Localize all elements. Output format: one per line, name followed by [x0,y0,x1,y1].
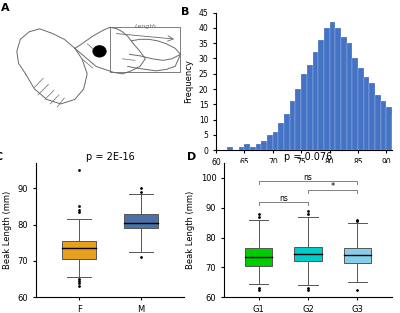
Title: p = 2E-16: p = 2E-16 [86,152,134,162]
Bar [273,132,278,150]
Bar [381,101,386,150]
Y-axis label: Beak Length (mm): Beak Length (mm) [3,191,12,269]
Bar [318,40,324,150]
Circle shape [93,46,106,57]
X-axis label: Beak Length (mm): Beak Length (mm) [265,172,343,182]
Bar [307,64,312,150]
Bar [301,74,307,150]
Bar [284,114,290,150]
Bar [398,120,400,150]
Bar [256,144,262,150]
Bar [239,147,244,150]
Text: D: D [187,152,196,162]
Title: p = 0.076: p = 0.076 [284,152,332,162]
Text: B: B [181,7,189,17]
Text: *: * [330,182,335,191]
Bar [262,141,267,150]
Bar [250,147,256,150]
Text: ns: ns [304,173,312,182]
Bar [346,43,352,150]
Bar [358,68,364,150]
Bar [330,22,335,150]
Bar [369,83,375,150]
Bar [294,247,322,261]
Text: Length: Length [134,24,156,29]
Bar [375,95,381,150]
Bar [312,52,318,150]
Bar [290,101,296,150]
Bar [352,59,358,150]
Bar [62,241,96,259]
Bar [364,77,369,150]
Text: ns: ns [279,194,288,203]
Bar [344,248,371,263]
Bar [245,248,272,266]
Bar [244,144,250,150]
Bar [392,114,398,150]
Bar [324,28,330,150]
Y-axis label: Frequency: Frequency [184,59,193,103]
Bar [341,37,346,150]
Text: C: C [0,152,3,162]
Bar [296,89,301,150]
Text: A: A [1,3,10,13]
Bar [386,107,392,150]
Bar [278,123,284,150]
Y-axis label: Beak Length (mm): Beak Length (mm) [186,191,195,269]
Bar [124,214,158,228]
Bar [335,28,341,150]
Bar [267,135,273,150]
Bar [227,147,233,150]
